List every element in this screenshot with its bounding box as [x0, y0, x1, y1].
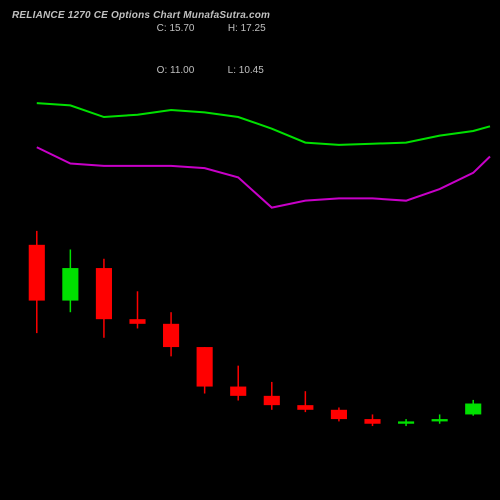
x-tick-label: 01 Jan	[434, 452, 445, 482]
open-label: O:	[157, 65, 168, 76]
close-value: 15.70	[169, 23, 194, 34]
low-value: 10.45	[239, 65, 264, 76]
high-value: 17.25	[241, 23, 266, 34]
x-tick-label: 20 Dec	[199, 452, 210, 484]
open-value: 11.00	[170, 65, 194, 76]
x-axis: 12 Dec 13 Dec 17 Dec 18 Dec 19 Dec 20 Dec 23 D…	[31, 452, 478, 484]
x-tick-label: 19 Dec	[166, 452, 177, 484]
x-tick-label: 30 Dec	[367, 452, 378, 484]
low-label: L:	[228, 65, 236, 76]
x-tick-label: 02 Jan	[468, 452, 479, 482]
candle-body	[29, 245, 45, 301]
candle-body	[163, 324, 179, 347]
candle-body	[364, 419, 380, 424]
chart-root: RELIANCE 1270 CE Options Chart MunafaSut…	[0, 0, 500, 500]
x-tick-label: 27 Dec	[334, 452, 345, 484]
x-tick-label: 24 Dec	[266, 452, 277, 484]
candle-body	[197, 347, 213, 387]
candle-body	[432, 419, 448, 421]
candle-body	[96, 268, 112, 319]
candle-body	[398, 421, 414, 423]
candle-body	[264, 396, 280, 405]
candle-body	[230, 387, 246, 396]
ohlc-readout: C: 15.70 H: 17.25 O: 11.00 L: 10.45	[140, 8, 266, 92]
x-tick-label: 17 Dec	[99, 452, 110, 484]
x-tick-label: 31 Dec	[401, 452, 412, 484]
x-tick-label: 13 Dec	[65, 452, 76, 484]
x-tick-label: 26 Dec	[300, 452, 311, 484]
close-label: C:	[157, 23, 167, 34]
high-label: H:	[228, 23, 238, 34]
x-tick-label: 12 Dec	[31, 452, 42, 484]
x-tick-label: 23 Dec	[233, 452, 244, 484]
x-tick-label: 18 Dec	[132, 452, 143, 484]
line-upper-band	[37, 103, 490, 145]
line-lower-band	[37, 147, 490, 207]
candle-body	[62, 268, 78, 301]
lines-layer	[37, 103, 490, 208]
candle-body	[465, 404, 481, 415]
candle-body	[297, 405, 313, 410]
candle-body	[331, 410, 347, 419]
candles-layer	[29, 231, 482, 426]
candle-body	[129, 319, 145, 324]
